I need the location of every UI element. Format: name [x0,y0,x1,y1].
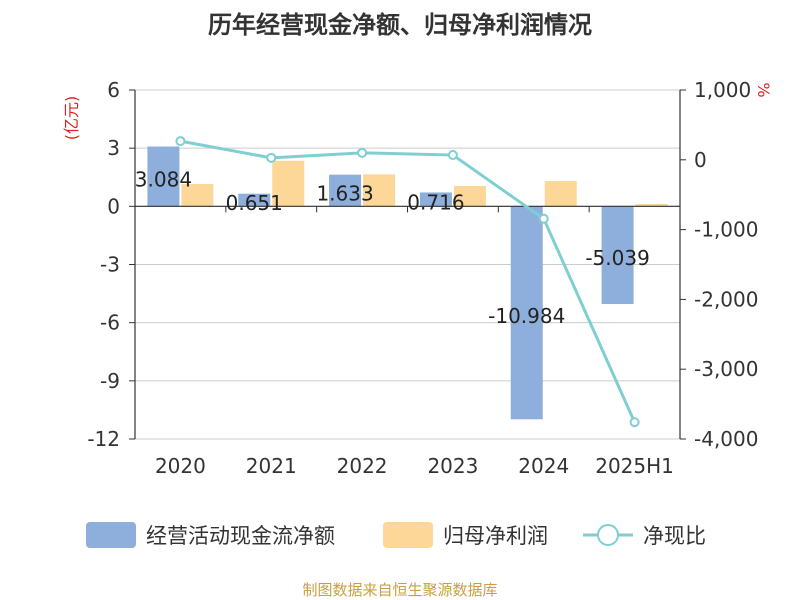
cashflow-value-label: -10.984 [488,304,565,328]
data-labels: 3.084 0.651 1.633 0.716 -10.984 -5.039 [135,167,650,327]
source-note: 制图数据来自恒生聚源数据库 [302,581,497,599]
legend-label: 归母净利润 [443,524,548,548]
cashflow-bar [510,206,543,420]
x-tick-label: 2022 [337,454,388,478]
net-cash-ratio-point [629,417,640,428]
left-tick-label: -3 [100,253,120,277]
cashflow-value-label: 3.084 [135,167,192,191]
cashflow-value-label: -5.039 [585,246,649,270]
left-axis-label: (亿元) [62,96,81,141]
net-cash-ratio-point [538,213,549,224]
left-tick-label: 6 [107,78,120,102]
cashflow-bar [329,174,362,207]
net-profit-bar [453,185,486,207]
net-cash-ratio-point [175,136,186,147]
left-tick-label: 3 [107,136,120,160]
net-cash-ratio-polyline [180,139,636,423]
right-tick-label: -4,000 [694,427,758,451]
net-cash-ratio-point [357,147,368,158]
legend-swatch [383,522,433,548]
x-tick-label: 2025H1 [595,454,674,478]
axes: 6 3 0 -3 -6 -9 -12 1,000 0 -1,000 -2,000 -3,000 -4,0… [87,78,758,478]
left-tick-label: -9 [100,369,120,393]
net-profit-bar [544,181,577,207]
legend-label: 净现比 [643,524,706,548]
right-tick-label: -3,000 [694,357,758,381]
net-profit-bar [181,184,214,207]
legend-label: 经营活动现金流净额 [146,524,335,548]
cashflow-bar [238,193,271,207]
right-axis-label: % [754,82,773,97]
bars [147,146,668,420]
legend-swatch [86,522,136,548]
right-tick-label: -2,000 [694,287,758,311]
net-cash-ratio-point [266,152,277,163]
cashflow-value-label: 0.651 [226,191,283,215]
net-profit-bar [635,204,668,207]
right-tick-label: -1,000 [694,218,758,242]
cashflow-value-label: 1.633 [316,182,373,206]
legend-marker [597,524,619,546]
chart-title: 历年经营现金净额、归母净利润情况 [208,11,592,39]
left-tick-label: -12 [87,427,120,451]
x-tick-label: 2024 [518,454,569,478]
net-cash-ratio-point [447,150,458,161]
cashflow-bar [419,192,452,207]
x-tick-label: 2023 [427,454,478,478]
right-tick-label: 1,000 [694,78,751,102]
cashflow-value-label: 0.716 [407,190,464,214]
x-tick-label: 2020 [155,454,206,478]
legend: 经营活动现金流净额 归母净利润 净现比 [86,522,706,548]
net-profit-bar [363,174,396,207]
net-profit-bar [272,160,305,207]
left-tick-label: -6 [100,311,120,335]
right-tick-label: 0 [694,148,707,172]
x-tick-label: 2021 [246,454,297,478]
cashflow-bar [601,206,634,305]
cashflow-bar [147,146,180,207]
left-tick-label: 0 [107,194,120,218]
net-cash-ratio-line [175,136,640,428]
